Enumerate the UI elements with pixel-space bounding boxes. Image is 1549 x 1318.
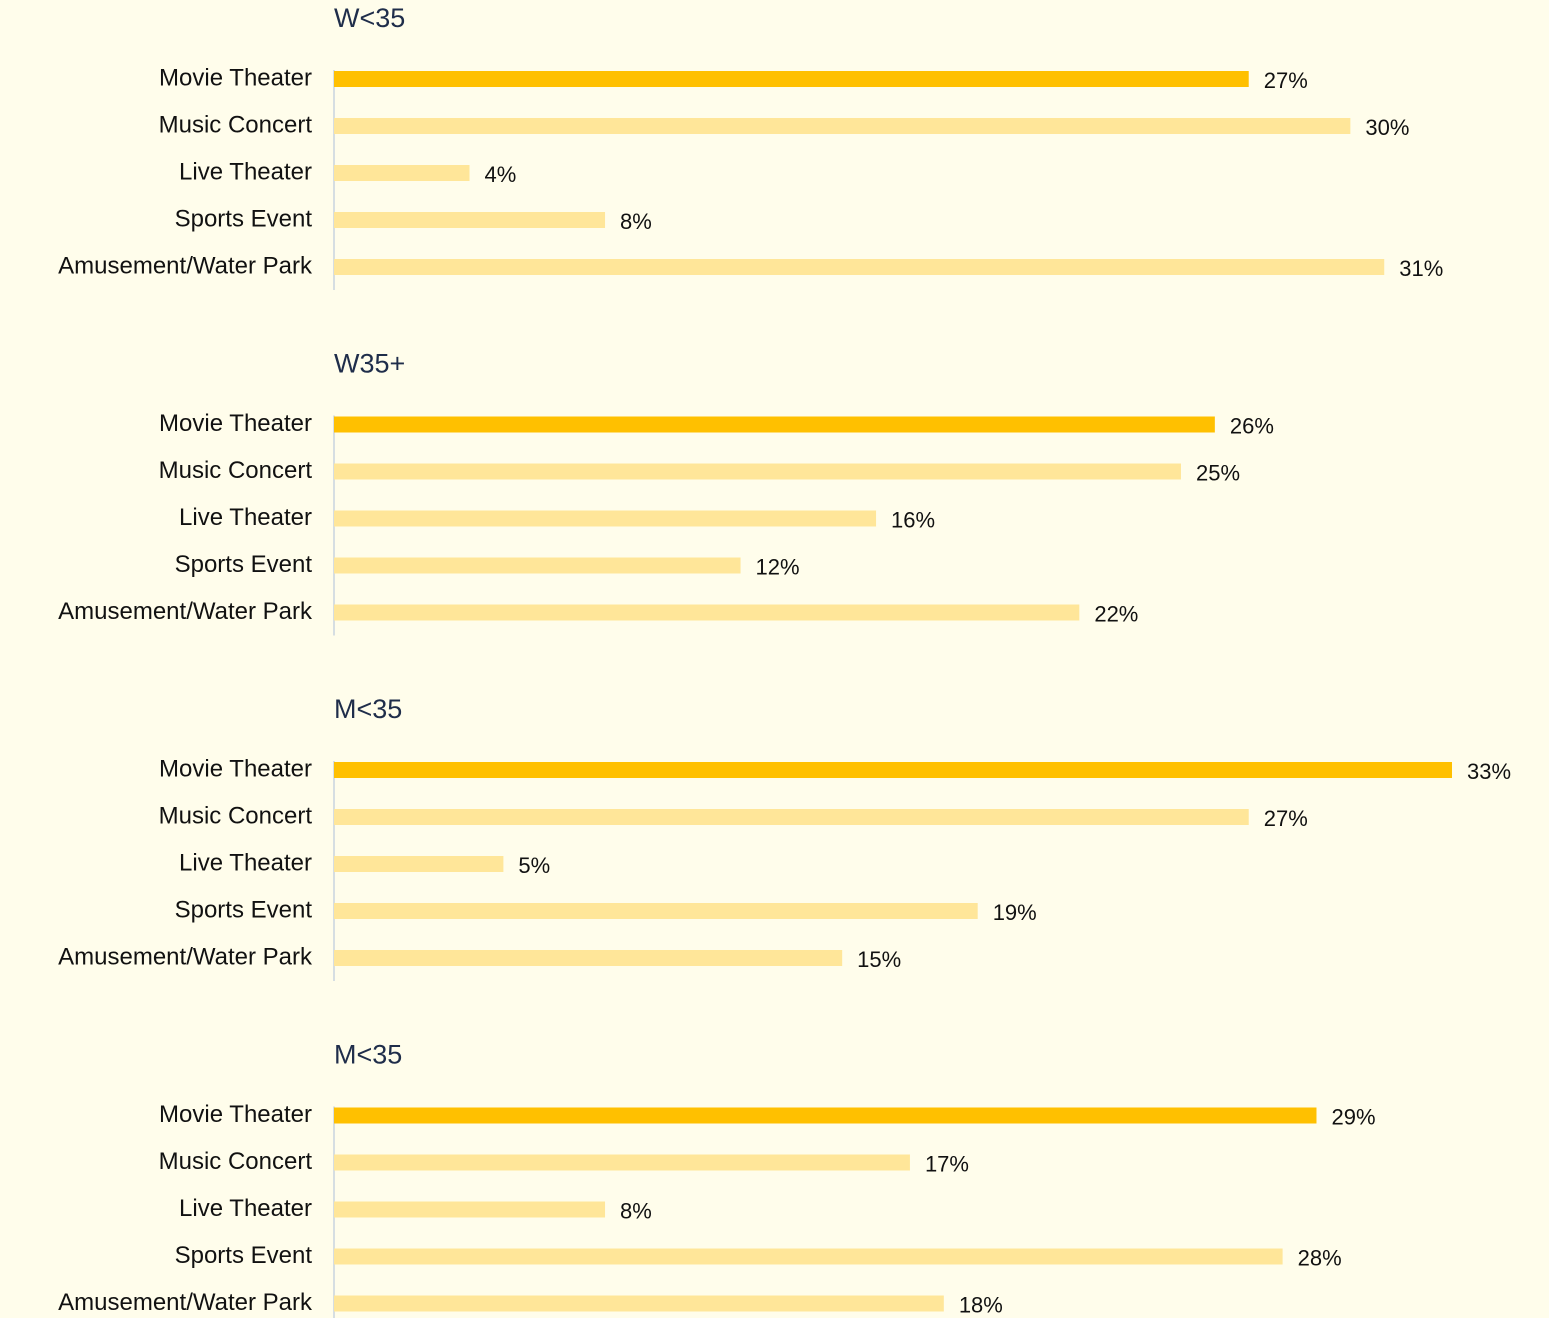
value-label: 33% (1467, 759, 1511, 784)
bar (334, 71, 1249, 87)
category-label: Sports Event (175, 551, 313, 578)
category-label: Live Theater (179, 158, 312, 185)
bar (334, 1248, 1283, 1265)
value-label: 8% (620, 1198, 652, 1223)
value-label: 16% (891, 507, 935, 532)
bar (334, 259, 1385, 275)
category-label: Live Theater (179, 1195, 312, 1222)
bar (334, 165, 470, 181)
category-label: Music Concert (159, 1148, 313, 1175)
chart-title: M<35 (334, 694, 402, 724)
bar (334, 557, 741, 574)
category-label: Movie Theater (159, 1101, 312, 1128)
category-label: Music Concert (159, 111, 313, 138)
bar (334, 604, 1080, 621)
chart-title: W35+ (334, 349, 405, 379)
value-label: 29% (1331, 1104, 1375, 1129)
value-label: 17% (925, 1151, 969, 1176)
category-label: Movie Theater (159, 755, 312, 782)
bar (334, 463, 1181, 480)
category-label: Movie Theater (159, 64, 312, 91)
category-label: Live Theater (179, 849, 312, 876)
bar (334, 856, 504, 872)
value-label: 31% (1399, 256, 1443, 281)
bar (334, 950, 843, 966)
category-label: Amusement/Water Park (58, 943, 313, 970)
bar (334, 1107, 1317, 1124)
bar (334, 416, 1215, 433)
value-label: 18% (959, 1292, 1003, 1317)
value-label: 8% (620, 209, 652, 234)
category-label: Amusement/Water Park (58, 598, 313, 625)
bar (334, 118, 1351, 134)
value-label: 22% (1094, 601, 1138, 626)
category-label: Amusement/Water Park (58, 1289, 313, 1316)
value-label: 30% (1365, 115, 1409, 140)
value-label: 15% (857, 947, 901, 972)
category-label: Sports Event (175, 1242, 313, 1269)
value-label: 4% (485, 162, 517, 187)
bar (334, 212, 606, 228)
category-label: Movie Theater (159, 410, 312, 437)
value-label: 27% (1264, 68, 1308, 93)
value-label: 25% (1196, 460, 1240, 485)
bar (334, 1154, 910, 1171)
chart-title: W<35 (334, 3, 405, 33)
bar (334, 1201, 606, 1218)
value-label: 28% (1298, 1245, 1342, 1270)
category-label: Live Theater (179, 504, 312, 531)
bar (334, 809, 1249, 825)
value-label: 19% (993, 900, 1037, 925)
category-label: Music Concert (159, 457, 313, 484)
category-label: Music Concert (159, 802, 313, 829)
bar (334, 510, 877, 527)
value-label: 27% (1264, 806, 1308, 831)
bar (334, 762, 1452, 778)
bar (334, 1295, 944, 1312)
bar (334, 903, 978, 919)
value-label: 26% (1230, 413, 1274, 438)
category-label: Sports Event (175, 896, 313, 923)
value-label: 12% (756, 554, 800, 579)
category-label: Amusement/Water Park (58, 252, 313, 279)
category-label: Sports Event (175, 205, 313, 232)
value-label: 5% (518, 853, 550, 878)
chart-title: M<35 (334, 1040, 402, 1070)
